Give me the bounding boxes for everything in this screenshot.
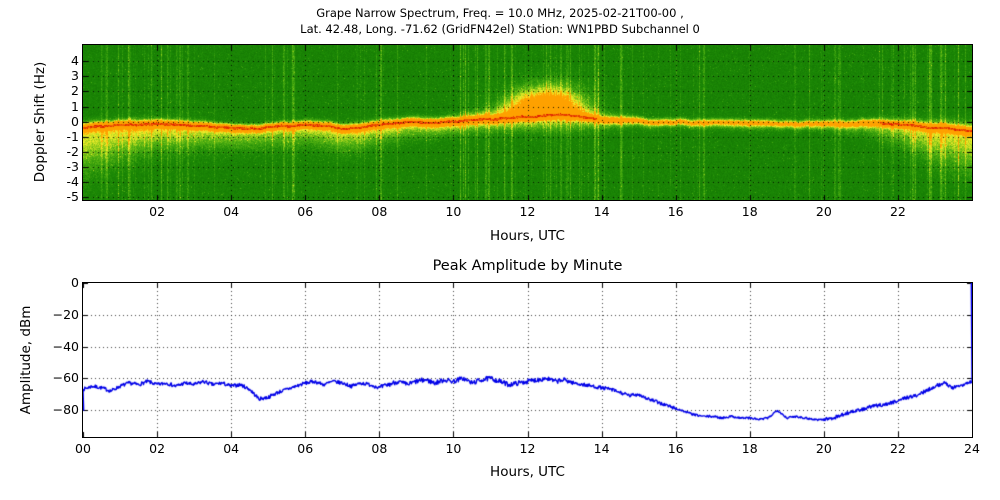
spectrogram-xtick-label: 12 [519, 204, 536, 219]
amplitude-xtick-label: 24 [964, 441, 980, 456]
spectrogram-xtick-label: 20 [815, 204, 832, 219]
spectrogram-xtick-label: 16 [667, 204, 684, 219]
spectrogram-ytick-label: 3 [71, 68, 79, 84]
spectrogram-plot [82, 44, 973, 201]
amplitude-xtick-label: 04 [223, 441, 240, 456]
spectrogram-xtick-label: 02 [149, 204, 166, 219]
spectrogram-ytick-label: -3 [66, 159, 79, 175]
amplitude-xaxis-label: Hours, UTC [490, 464, 565, 480]
spectrogram-ytick-label: -4 [66, 174, 79, 190]
amplitude-xtick-label: 22 [889, 441, 906, 456]
amplitude-xtick-label: 16 [667, 441, 684, 456]
spectrogram-xtick-label: 06 [297, 204, 314, 219]
amplitude-xtick-label: 02 [149, 441, 166, 456]
spectrogram-xtick-label: 14 [593, 204, 610, 219]
amplitude-xtick-label: 08 [371, 441, 388, 456]
amplitude-xtick-label: 14 [593, 441, 610, 456]
figure-title-line2: Lat. 42.48, Long. -71.62 (GridFN42el) St… [300, 22, 700, 36]
amplitude-yaxis-label: Amplitude, dBm [18, 305, 34, 415]
spectrogram-xtick-label: 04 [223, 204, 240, 219]
amplitude-ytick-label: −60 [52, 370, 79, 386]
amplitude-ytick-label: −40 [52, 338, 79, 354]
spectrogram-xtick-label: 10 [445, 204, 462, 219]
amplitude-plot-title: Peak Amplitude by Minute [432, 258, 623, 274]
amplitude-ytick-label: −20 [52, 306, 79, 322]
spectrogram-yaxis-label: Doppler Shift (Hz) [32, 61, 48, 183]
amplitude-xtick-label: 12 [519, 441, 536, 456]
spectrogram-xtick-label: 08 [371, 204, 388, 219]
spectrogram-ytick-label: 2 [71, 83, 79, 99]
amplitude-xtick-label: 20 [815, 441, 832, 456]
amplitude-plot [82, 282, 973, 438]
spectrogram-ytick-label: 0 [71, 113, 79, 129]
amplitude-ytick-label: −80 [52, 402, 79, 417]
amplitude-xtick-label: 00 [75, 441, 91, 456]
spectrogram-ytick-label: -5 [66, 189, 79, 205]
amplitude-xtick-label: 10 [445, 441, 462, 456]
amplitude-xtick-label: 18 [741, 441, 758, 456]
spectrogram-ytick-label: 1 [71, 98, 79, 114]
spectrogram-ytick-label: -2 [66, 143, 79, 159]
spectrogram-ytick-label: 4 [71, 53, 79, 69]
figure-title-line1: Grape Narrow Spectrum, Freq. = 10.0 MHz,… [316, 6, 684, 20]
spectrogram-ytick-label: -1 [66, 128, 79, 144]
spectrogram-xaxis-label: Hours, UTC [490, 228, 565, 244]
spectrogram-xtick-label: 22 [889, 204, 906, 219]
amplitude-ytick-label: 0 [71, 275, 79, 290]
spectrogram-xtick-label: 18 [741, 204, 758, 219]
amplitude-xtick-label: 06 [297, 441, 314, 456]
